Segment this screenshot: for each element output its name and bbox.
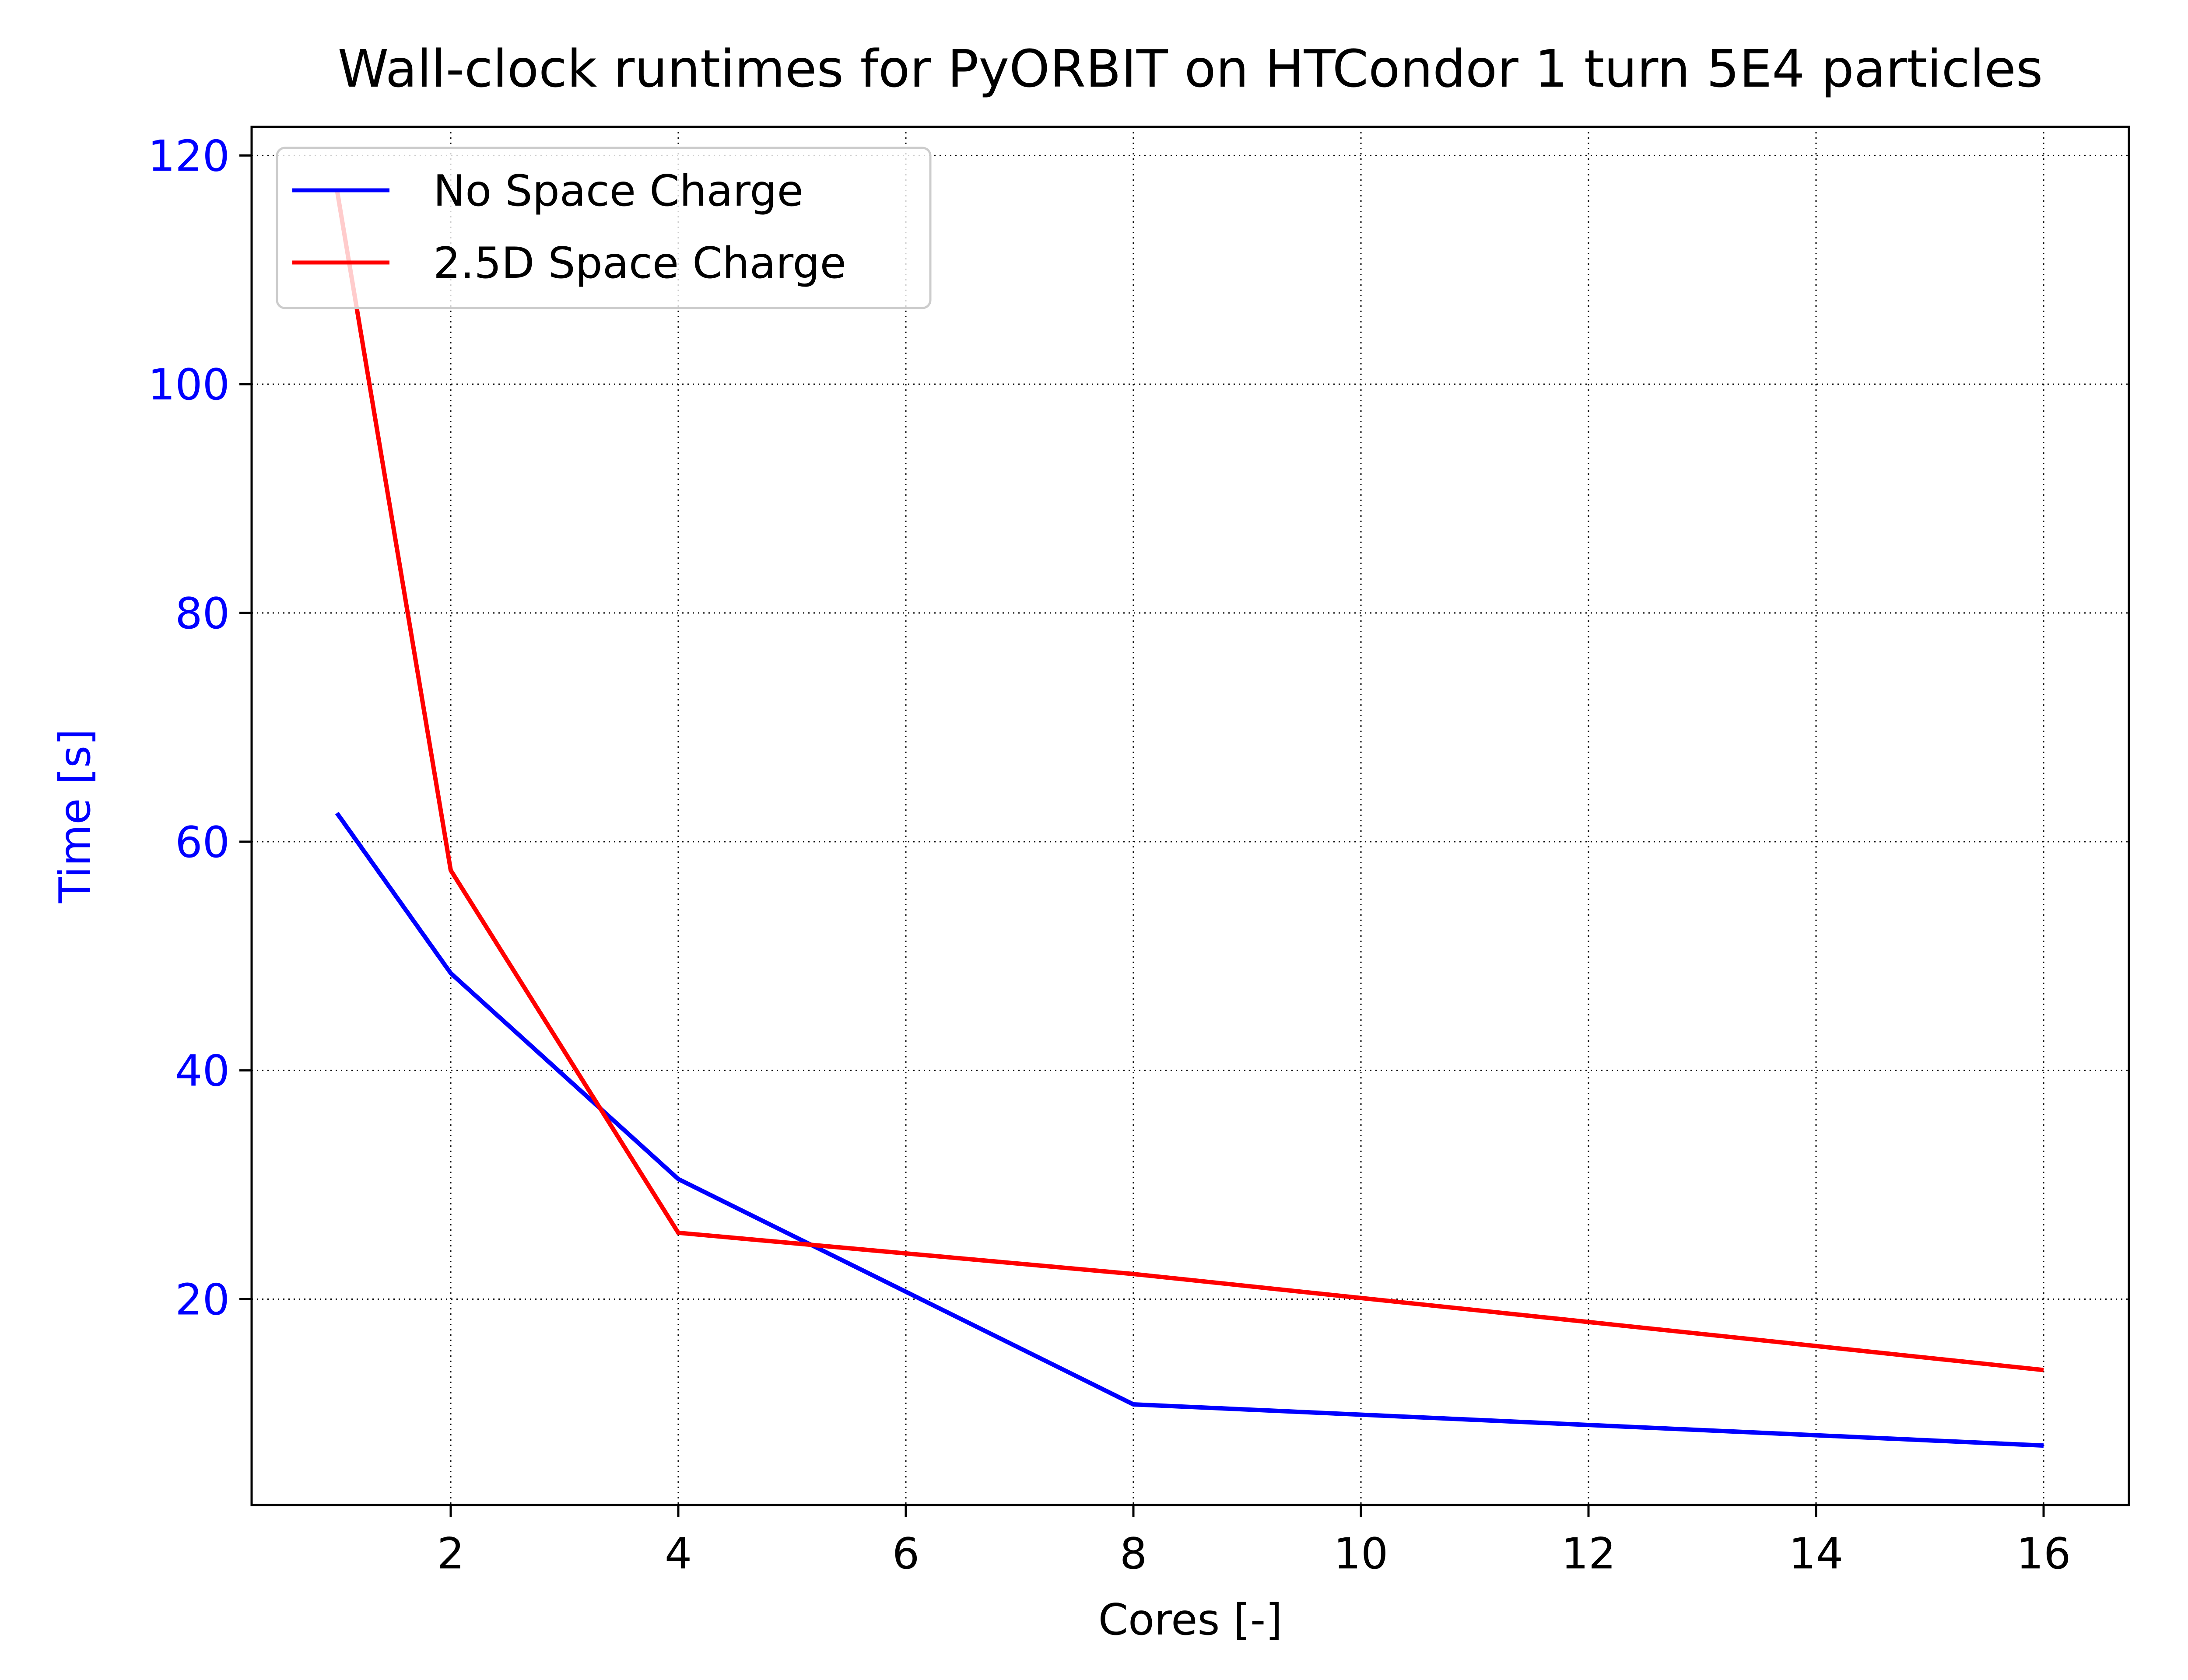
x-tick-label: 16	[2016, 1529, 2071, 1579]
legend-box	[276, 147, 932, 309]
series-lines	[335, 189, 2044, 1448]
x-axis-ticks: 2 4 6 8 10 12 14 16	[437, 1505, 2071, 1579]
x-tick-label: 12	[1561, 1529, 1616, 1579]
x-axis-label: Cores [-]	[1098, 1595, 1283, 1645]
y-tick-label: 100	[148, 360, 230, 410]
y-axis-label: Time [s]	[50, 729, 100, 904]
series-line-no-space-charge	[335, 812, 2044, 1448]
y-tick-label: 80	[175, 589, 230, 639]
x-tick-label: 4	[665, 1529, 692, 1579]
plot-frame	[250, 126, 2130, 1506]
y-tick-label: 120	[148, 131, 230, 181]
y-tick-label: 40	[175, 1046, 230, 1096]
legend: No Space Charge 2.5D Space Charge	[276, 147, 932, 309]
x-tick-label: 2	[437, 1529, 464, 1579]
y-tick-label: 20	[175, 1275, 230, 1325]
y-axis-ticks: 20 40 60 80 100 120	[148, 131, 252, 1325]
y-tick-label: 60	[175, 818, 230, 868]
x-tick-label: 14	[1789, 1529, 1844, 1579]
x-tick-label: 10	[1334, 1529, 1389, 1579]
x-tick-label: 6	[892, 1529, 919, 1579]
x-tick-label: 8	[1120, 1529, 1147, 1579]
series-line-2-5d-space-charge	[335, 189, 2044, 1372]
chart-title: Wall-clock runtimes for PyORBIT on HTCon…	[338, 38, 2043, 99]
legend-label-2-5d-space-charge: 2.5D Space Charge	[433, 238, 846, 288]
legend-label-no-space-charge: No Space Charge	[433, 166, 803, 216]
